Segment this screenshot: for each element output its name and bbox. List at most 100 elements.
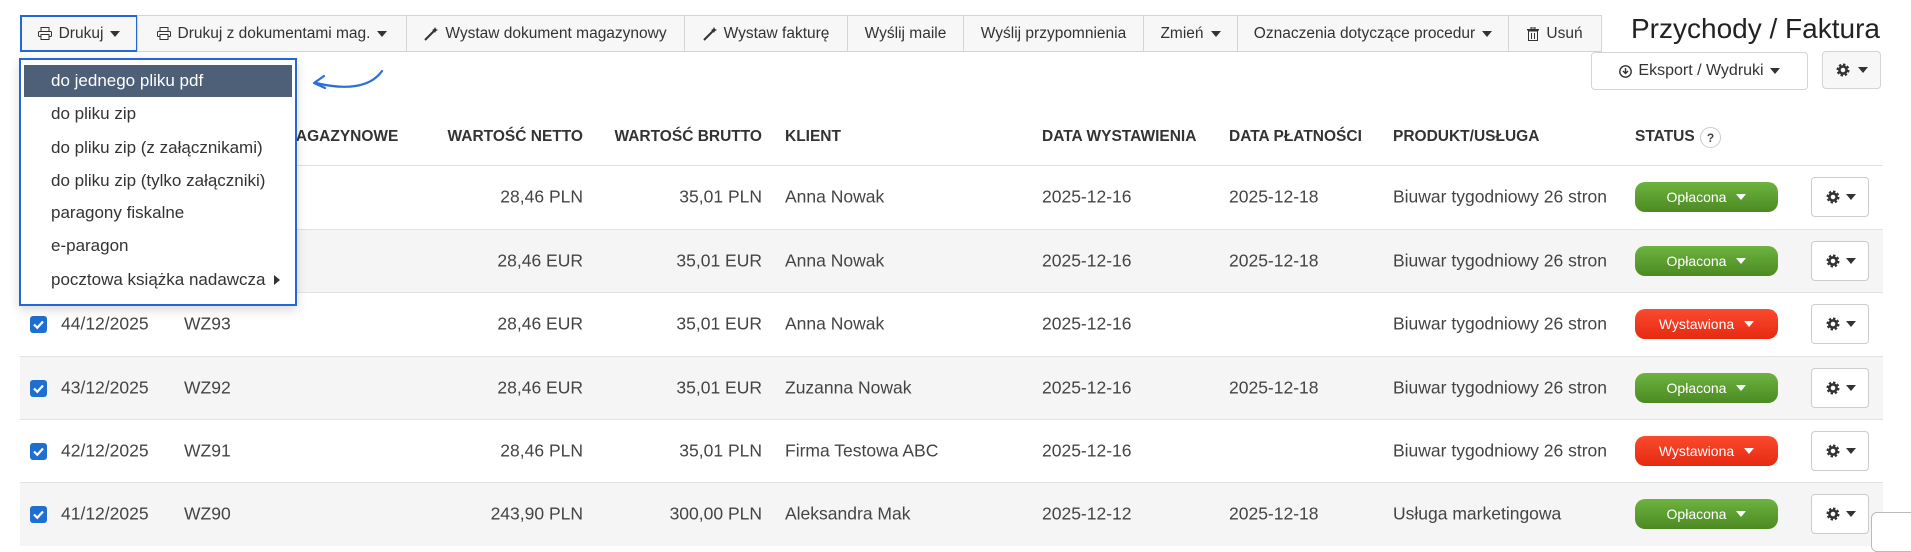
toolbar-button[interactable]: Drukuj	[20, 15, 138, 52]
status-badge[interactable]: Opłacona	[1635, 182, 1778, 212]
button-icon	[702, 26, 717, 41]
row-checkbox[interactable]	[30, 316, 47, 333]
menu-item[interactable]: do jednego pliku pdf	[24, 65, 292, 97]
client: Anna Nowak	[785, 186, 885, 207]
gross-value: 35,01 EUR	[676, 377, 762, 398]
row-actions[interactable]	[1811, 431, 1869, 471]
document-number: WZ91	[184, 440, 231, 461]
column-header: PRODUKT/USŁUGA	[1393, 128, 1540, 145]
invoice-number: 44/12/2025	[61, 313, 149, 334]
caret	[1845, 385, 1856, 391]
status-badge[interactable]: Opłacona	[1635, 373, 1778, 403]
row-actions[interactable]	[1811, 368, 1869, 408]
checkbox-icon	[30, 443, 47, 460]
document-number: WZ92	[184, 377, 231, 398]
issue-date: 2025-12-16	[1042, 250, 1132, 271]
gear-icon	[1825, 316, 1841, 332]
button-label: Eksport / Wydruki	[1638, 62, 1764, 79]
toolbar-button[interactable]: Drukuj z dokumentami mag.	[137, 15, 407, 52]
net-value: 243,90 PLN	[490, 503, 583, 524]
net-value: 28,46 EUR	[497, 250, 583, 271]
gross-value: 35,01 EUR	[676, 250, 762, 271]
toolbar-button[interactable]: Wyślij przypomnienia	[963, 15, 1144, 52]
row-actions[interactable]	[1811, 241, 1869, 281]
button-icon	[424, 26, 439, 41]
status-label: Opłacona	[1666, 253, 1727, 269]
status-label: Wystawiona	[1658, 316, 1735, 332]
column-header: STATUS	[1635, 128, 1695, 145]
menu-item[interactable]: paragony fiskalne	[24, 197, 292, 229]
caret	[1744, 448, 1755, 454]
menu-item-label: paragony fiskalne	[51, 203, 185, 222]
menu-item-label: e-paragon	[51, 236, 129, 255]
client: Anna Nowak	[785, 313, 885, 334]
status-badge[interactable]: Opłacona	[1635, 246, 1778, 276]
row-actions[interactable]	[1811, 304, 1869, 344]
row-actions[interactable]	[1811, 177, 1869, 217]
caret	[1210, 30, 1221, 37]
net-value: 28,46 EUR	[497, 377, 583, 398]
payment-date: 2025-12-18	[1229, 250, 1319, 271]
issue-date: 2025-12-16	[1042, 440, 1132, 461]
caret	[1769, 68, 1780, 74]
button-label: Usuń	[1546, 24, 1583, 42]
hint-arrow	[312, 69, 384, 90]
payment-date: 2025-12-18	[1229, 186, 1319, 207]
floating-widget[interactable]	[1871, 512, 1911, 552]
status-label: Opłacona	[1666, 189, 1727, 205]
table-row	[20, 482, 1883, 546]
gear-icon	[1835, 62, 1851, 78]
button-label: Drukuj	[58, 24, 104, 42]
toolbar-button[interactable]: Wystaw dokument magazynowy	[406, 15, 685, 52]
status-badge[interactable]: Wystawiona	[1635, 436, 1778, 466]
payment-date: 2025-12-18	[1229, 503, 1319, 524]
caret	[377, 30, 388, 37]
button-label: Wystaw dokument magazynowy	[445, 24, 667, 42]
toolbar-button[interactable]: Wystaw fakturę	[684, 15, 848, 52]
gear-icon	[1825, 443, 1841, 459]
invoice-number: 43/12/2025	[61, 377, 149, 398]
export-button[interactable]: Eksport / Wydruki	[1591, 52, 1808, 90]
column-header: KLIENT	[785, 128, 841, 145]
product: Biuwar tygodniowy 26 stron	[1393, 250, 1607, 271]
menu-item[interactable]: pocztowa książka nadawcza	[24, 264, 292, 296]
issue-date: 2025-12-16	[1042, 186, 1132, 207]
toolbar-button[interactable]: Usuń	[1508, 15, 1602, 52]
caret	[1858, 67, 1868, 73]
row-actions[interactable]	[1811, 494, 1869, 534]
row-checkbox[interactable]	[30, 506, 47, 523]
invoice-number: 41/12/2025	[61, 503, 149, 524]
caret	[1744, 321, 1755, 327]
status-label: Wystawiona	[1658, 443, 1735, 459]
column-header: DATA PŁATNOŚCI	[1229, 128, 1362, 145]
button-icon	[37, 27, 52, 40]
caret	[1736, 511, 1747, 517]
gear-icon	[1825, 506, 1841, 522]
gear-icon	[1825, 253, 1841, 269]
row-checkbox[interactable]	[30, 443, 47, 460]
invoice-number: 42/12/2025	[61, 440, 149, 461]
toolbar-button[interactable]: Oznaczenia dotyczące procedur	[1237, 15, 1509, 52]
menu-item[interactable]: e-paragon	[24, 230, 292, 262]
row-checkbox[interactable]	[30, 380, 47, 397]
caret	[1736, 258, 1747, 264]
print-menu: do jednego pliku pdf do pliku zip do pliku…	[19, 58, 297, 306]
status-badge[interactable]: Opłacona	[1635, 499, 1778, 529]
product: Biuwar tygodniowy 26 stron	[1393, 186, 1607, 207]
settings-button[interactable]	[1822, 51, 1881, 89]
gross-value: 35,01 PLN	[679, 440, 762, 461]
client: Anna Nowak	[785, 250, 885, 271]
client: Aleksandra Mak	[785, 503, 911, 524]
menu-item[interactable]: do pliku zip	[24, 98, 292, 130]
help-icon[interactable]: ?	[1700, 127, 1721, 148]
toolbar-button[interactable]: Zmień	[1143, 15, 1238, 52]
menu-item[interactable]: do pliku zip (z załącznikami)	[24, 132, 292, 164]
toolbar-button[interactable]: Wyślij maile	[847, 15, 964, 52]
status-badge[interactable]: Wystawiona	[1635, 309, 1778, 339]
menu-item[interactable]: do pliku zip (tylko załączniki)	[24, 165, 292, 197]
menu-item-label: do jednego pliku pdf	[51, 71, 204, 90]
button-icon	[1527, 26, 1540, 41]
status-label: Opłacona	[1666, 380, 1727, 396]
net-value: 28,46 PLN	[500, 186, 583, 207]
issue-date: 2025-12-16	[1042, 313, 1132, 334]
